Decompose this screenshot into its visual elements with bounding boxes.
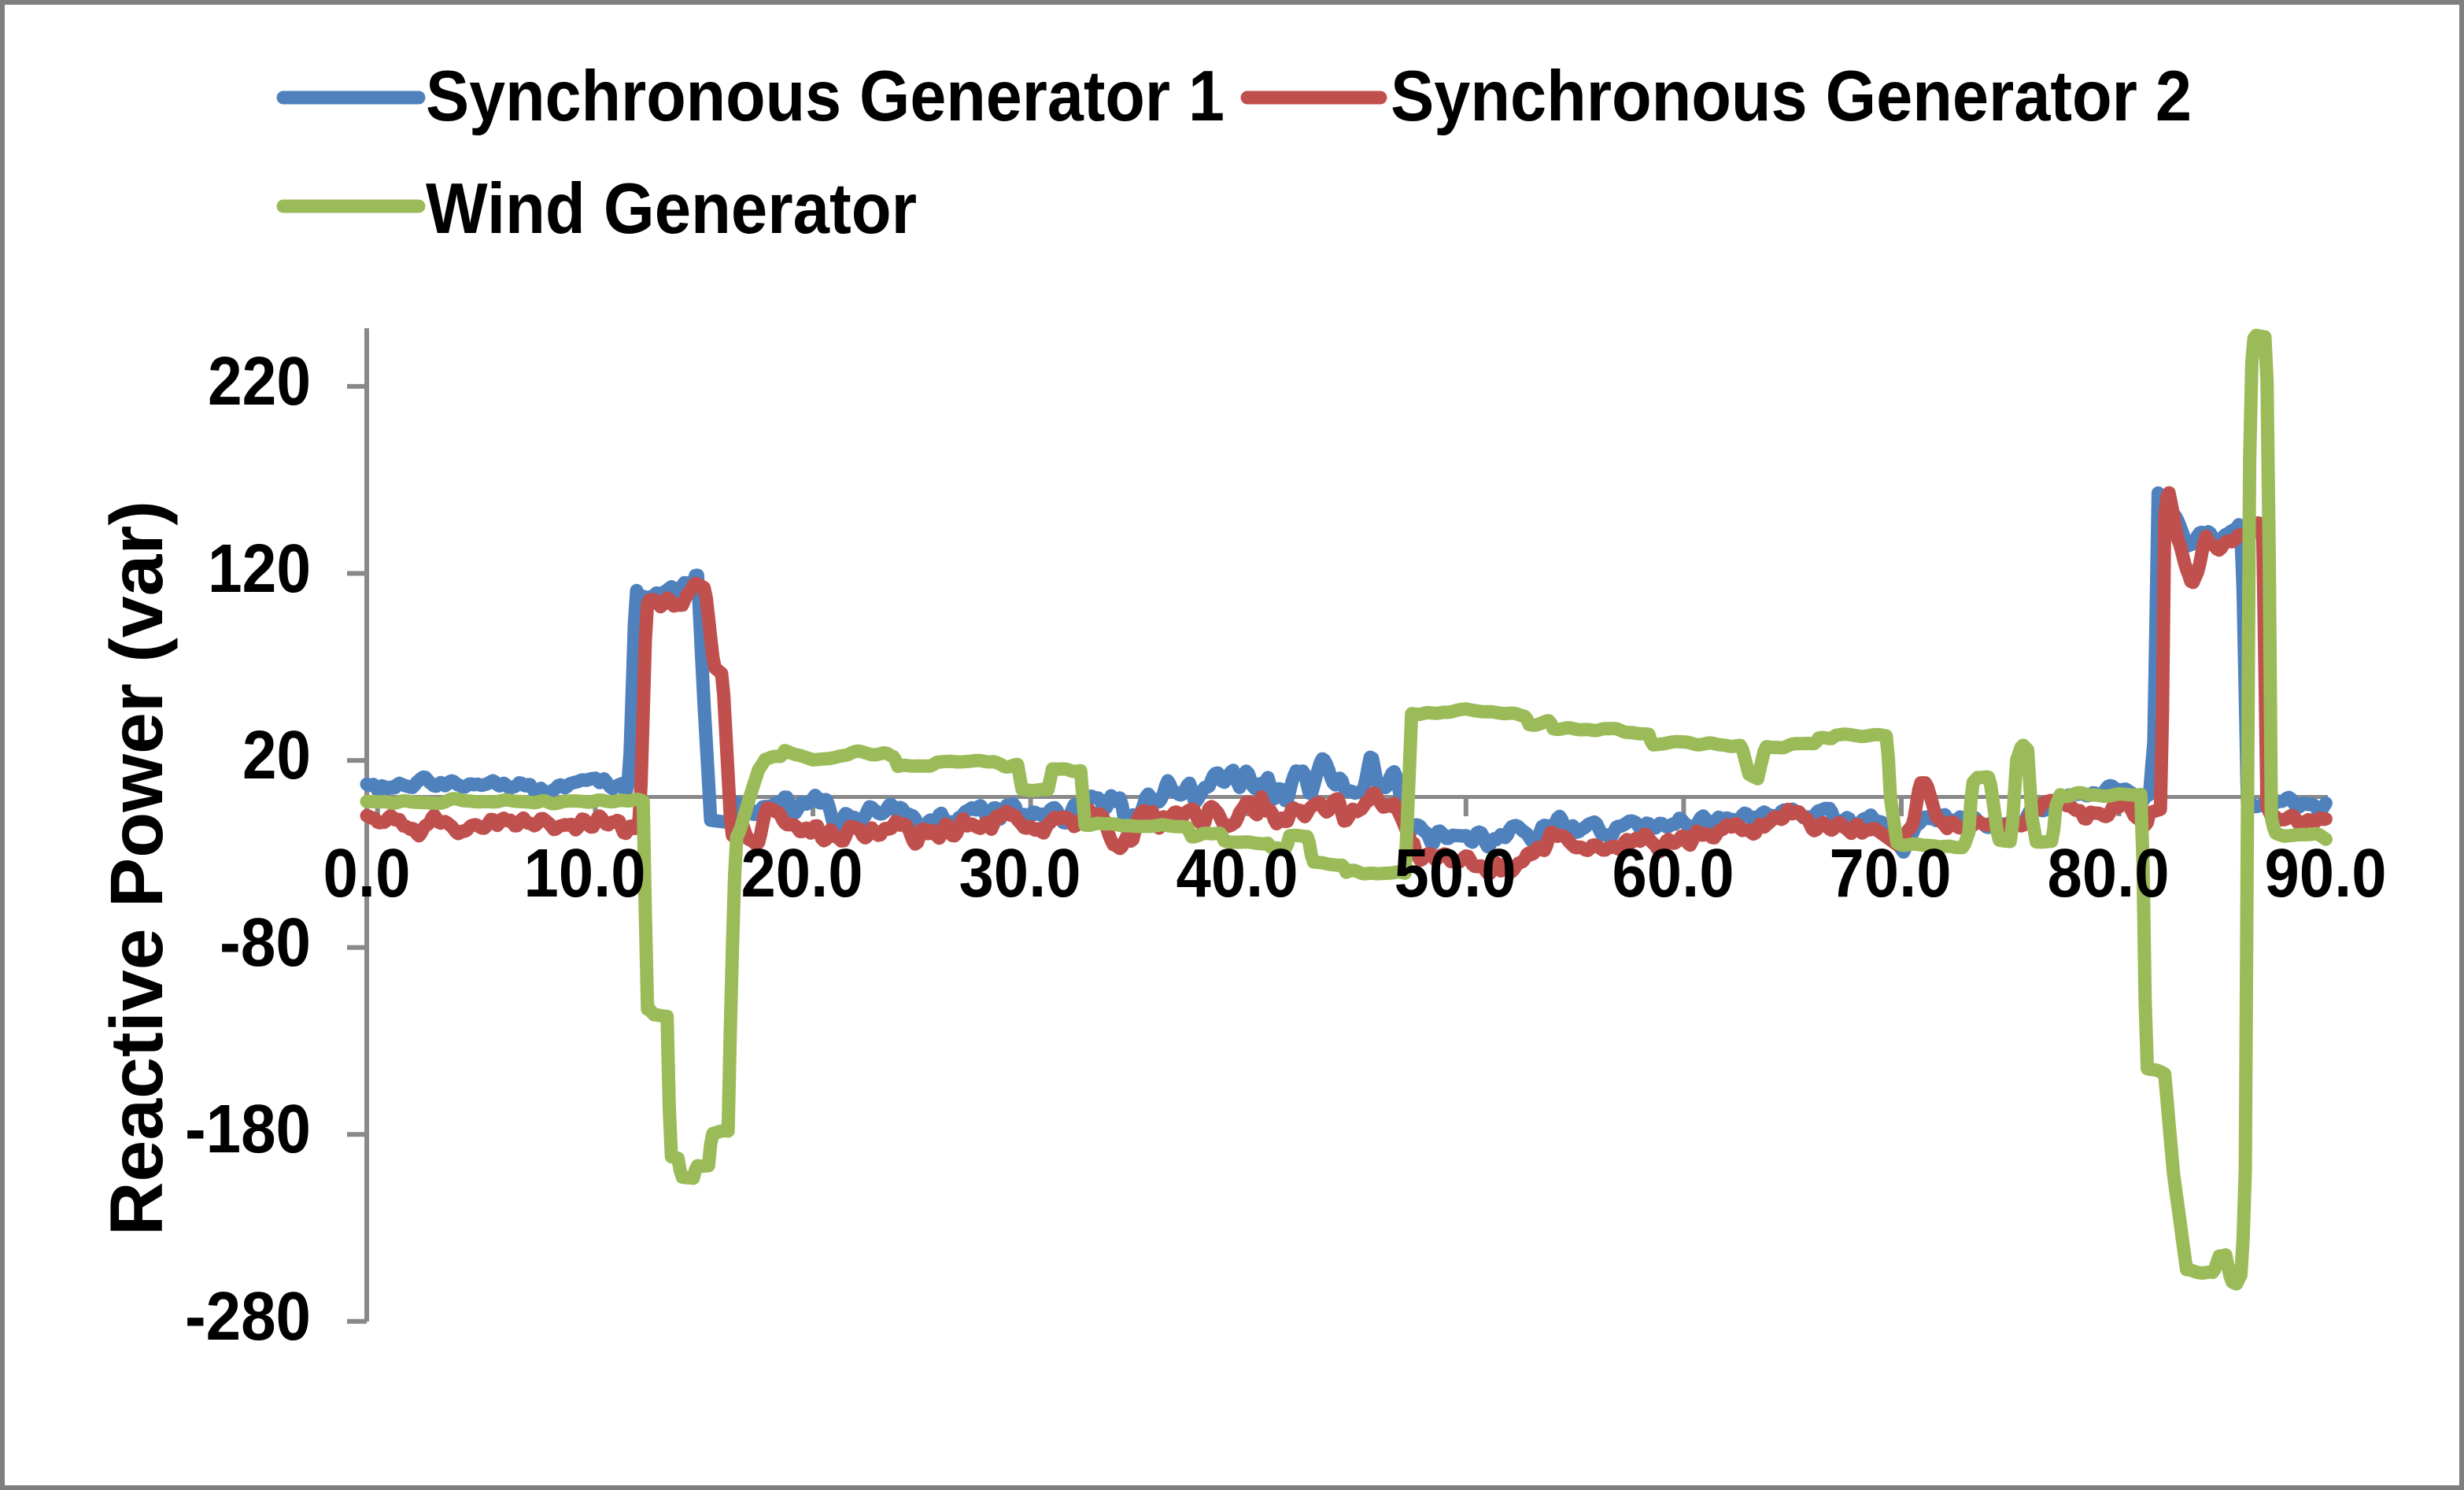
svg-text:220: 220	[208, 343, 311, 420]
svg-text:-80: -80	[220, 904, 311, 981]
svg-text:Reactive Power (var): Reactive Power (var)	[95, 501, 179, 1236]
svg-text:20: 20	[242, 717, 311, 793]
svg-text:30.0: 30.0	[959, 835, 1081, 911]
svg-text:60.0: 60.0	[1612, 835, 1734, 911]
svg-text:Wind Generator: Wind Generator	[426, 169, 917, 249]
svg-text:40.0: 40.0	[1177, 835, 1298, 911]
svg-text:Synchronous Generator 2: Synchronous Generator 2	[1391, 57, 2192, 136]
svg-text:50.0: 50.0	[1395, 835, 1516, 911]
svg-text:70.0: 70.0	[1830, 835, 1952, 911]
svg-text:Synchronous Generator 1: Synchronous Generator 1	[426, 57, 1225, 136]
svg-text:120: 120	[208, 531, 311, 607]
svg-text:-280: -280	[185, 1278, 311, 1355]
svg-text:10.0: 10.0	[524, 835, 646, 911]
svg-text:90.0: 90.0	[2265, 835, 2387, 911]
svg-text:80.0: 80.0	[2048, 835, 2170, 911]
svg-text:20.0: 20.0	[741, 835, 863, 911]
svg-text:0.0: 0.0	[323, 835, 411, 911]
svg-text:-180: -180	[185, 1091, 311, 1167]
